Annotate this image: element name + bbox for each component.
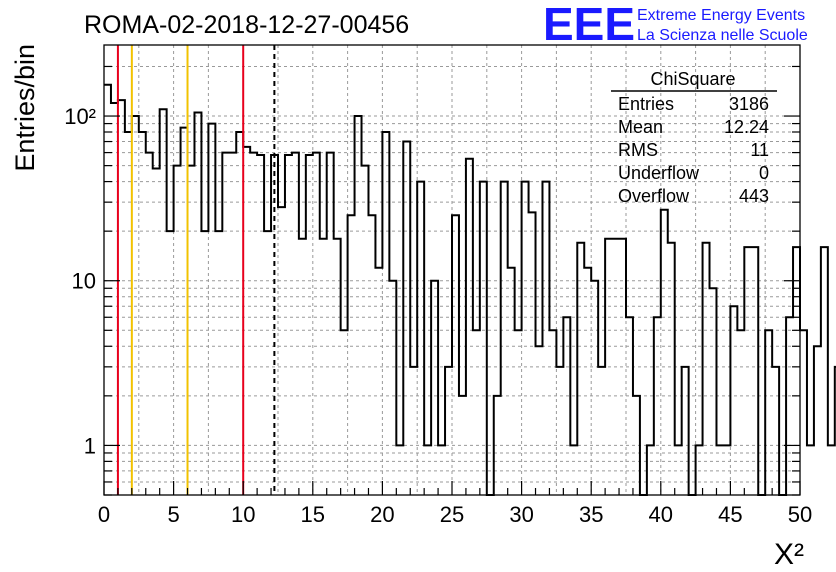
y-tick-label: 10² <box>64 104 96 129</box>
stats-label-underflow: Underflow <box>618 163 700 183</box>
x-tick-label: 35 <box>579 502 603 527</box>
stats-label-overflow: Overflow <box>618 186 690 206</box>
x-tick-label: 15 <box>301 502 325 527</box>
y-axis-title: Entries/bin <box>10 44 40 172</box>
eee-logo: EEE <box>543 0 635 50</box>
x-tick-label: 10 <box>231 502 255 527</box>
stats-label-entries: Entries <box>618 94 674 114</box>
stats-value-overflow: 443 <box>739 186 769 206</box>
stats-label-rms: RMS <box>618 140 658 160</box>
run-title: ROMA-02-2018-12-27-00456 <box>84 11 409 39</box>
x-tick-label: 45 <box>718 502 742 527</box>
x-tick-label: 30 <box>509 502 533 527</box>
stats-label-mean: Mean <box>618 117 663 137</box>
axis-ticks <box>103 65 801 496</box>
x-tick-label: 0 <box>98 502 110 527</box>
x-axis-title: X² <box>774 538 804 571</box>
x-tick-label: 50 <box>788 502 812 527</box>
stats-value-rms: 11 <box>750 140 769 160</box>
histogram-series <box>104 83 836 496</box>
y-tick-label: 1 <box>84 433 96 458</box>
x-tick-label: 20 <box>370 502 394 527</box>
stats-value-mean: 12.24 <box>724 117 769 137</box>
stats-value-underflow: 0 <box>759 163 769 183</box>
x-tick-label: 25 <box>440 502 464 527</box>
stats-box-title: ChiSquare <box>650 69 735 89</box>
org-name-line2: La Scienza nelle Scuole <box>637 27 808 44</box>
reference-lines <box>116 45 276 495</box>
x-tick-label: 40 <box>649 502 673 527</box>
x-tick-label: 5 <box>167 502 179 527</box>
histogram-step-line <box>104 83 836 496</box>
org-name-line1: Extreme Energy Events <box>637 7 805 24</box>
stats-box: ChiSquare Entries 3186 Mean 12.24 RMS 11… <box>611 69 777 206</box>
y-tick-label: 10 <box>72 269 96 294</box>
stats-value-entries: 3186 <box>729 94 769 114</box>
